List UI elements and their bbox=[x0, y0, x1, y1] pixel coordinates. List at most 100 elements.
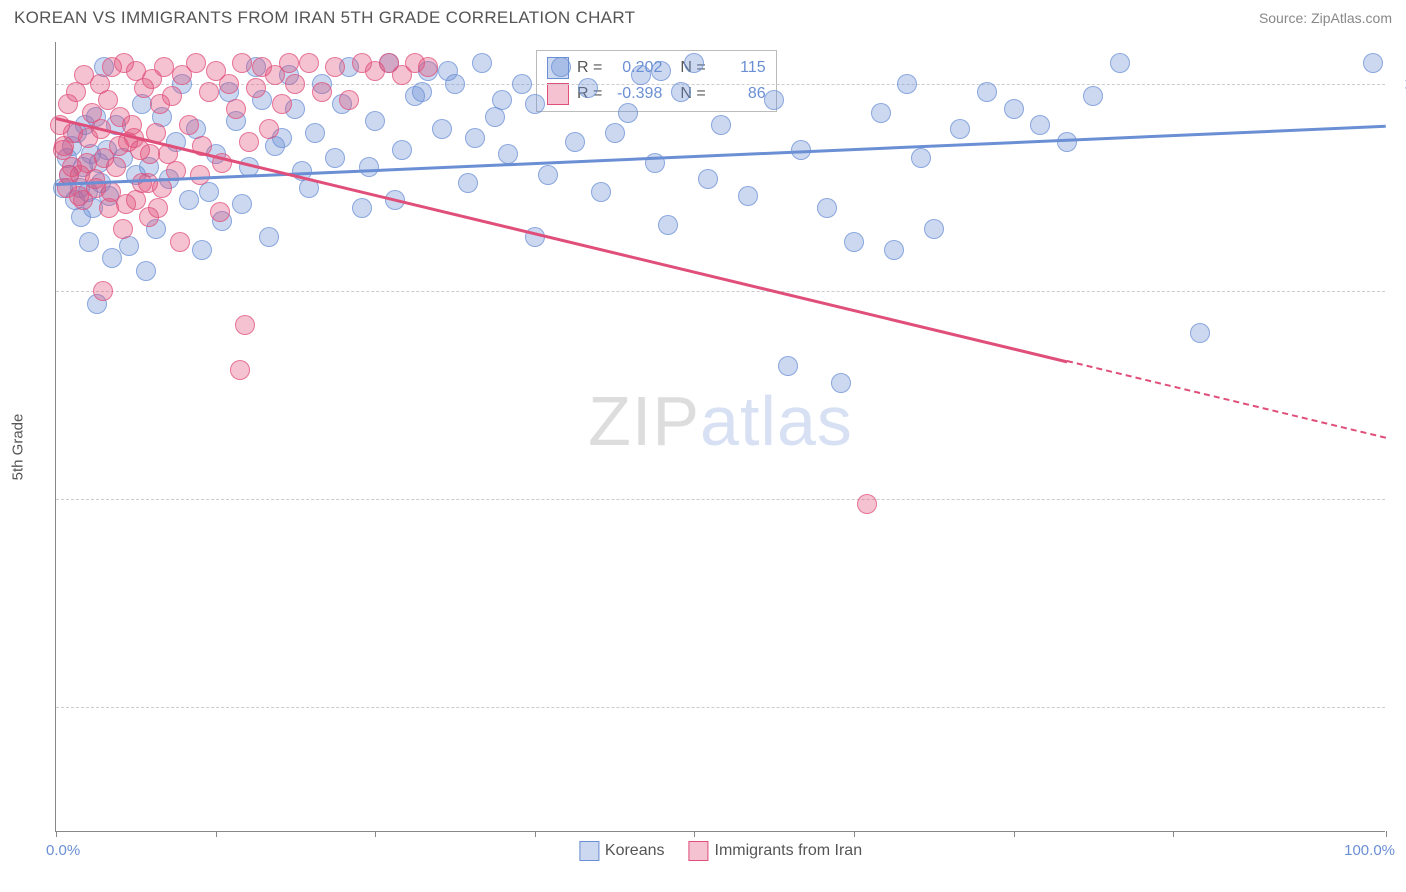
scatter-marker bbox=[93, 281, 113, 301]
scatter-marker bbox=[764, 90, 784, 110]
legend-swatch bbox=[547, 83, 569, 105]
scatter-marker bbox=[170, 232, 190, 252]
scatter-marker bbox=[162, 86, 182, 106]
scatter-marker bbox=[1004, 99, 1024, 119]
scatter-marker bbox=[884, 240, 904, 260]
scatter-marker bbox=[578, 78, 598, 98]
scatter-marker bbox=[186, 53, 206, 73]
scatter-marker bbox=[113, 219, 133, 239]
scatter-marker bbox=[1083, 86, 1103, 106]
watermark-atlas: atlas bbox=[700, 382, 853, 460]
scatter-marker bbox=[472, 53, 492, 73]
trendline bbox=[1067, 360, 1387, 439]
scatter-marker bbox=[140, 144, 160, 164]
gridline bbox=[56, 291, 1385, 292]
scatter-marker bbox=[538, 165, 558, 185]
scatter-marker bbox=[359, 157, 379, 177]
chart-container: 5th Grade ZIPatlas R =0.202N =115R =-0.3… bbox=[0, 32, 1406, 862]
scatter-marker bbox=[325, 57, 345, 77]
scatter-marker bbox=[671, 82, 691, 102]
scatter-marker bbox=[179, 115, 199, 135]
scatter-marker bbox=[285, 74, 305, 94]
stats-legend: R =0.202N =115R =-0.398N =86 bbox=[536, 50, 777, 112]
scatter-marker bbox=[871, 103, 891, 123]
scatter-marker bbox=[190, 165, 210, 185]
scatter-marker bbox=[192, 240, 212, 260]
scatter-marker bbox=[365, 111, 385, 131]
scatter-marker bbox=[498, 144, 518, 164]
scatter-marker bbox=[465, 128, 485, 148]
scatter-marker bbox=[817, 198, 837, 218]
scatter-marker bbox=[1363, 53, 1383, 73]
scatter-marker bbox=[79, 232, 99, 252]
scatter-marker bbox=[106, 157, 126, 177]
watermark-zip: ZIP bbox=[588, 382, 700, 460]
chart-header: KOREAN VS IMMIGRANTS FROM IRAN 5TH GRADE… bbox=[0, 0, 1406, 32]
scatter-marker bbox=[1057, 132, 1077, 152]
scatter-marker bbox=[438, 61, 458, 81]
chart-title: KOREAN VS IMMIGRANTS FROM IRAN 5TH GRADE… bbox=[14, 8, 635, 28]
scatter-marker bbox=[492, 90, 512, 110]
scatter-marker bbox=[305, 123, 325, 143]
legend-label: Koreans bbox=[605, 842, 665, 859]
scatter-marker bbox=[392, 140, 412, 160]
scatter-marker bbox=[631, 65, 651, 85]
xtick bbox=[1173, 831, 1174, 837]
scatter-marker bbox=[239, 132, 259, 152]
scatter-marker bbox=[1110, 53, 1130, 73]
scatter-marker bbox=[210, 202, 230, 222]
scatter-marker bbox=[831, 373, 851, 393]
scatter-marker bbox=[551, 57, 571, 77]
scatter-marker bbox=[63, 123, 83, 143]
ytick-label: 95.0% bbox=[1395, 283, 1406, 300]
scatter-marker bbox=[651, 61, 671, 81]
plot-area: ZIPatlas R =0.202N =115R =-0.398N =86 Ko… bbox=[55, 42, 1385, 832]
ytick-label: 85.0% bbox=[1395, 699, 1406, 716]
scatter-marker bbox=[844, 232, 864, 252]
gridline bbox=[56, 499, 1385, 500]
scatter-marker bbox=[259, 119, 279, 139]
bottom-legend: Koreans Immigrants from Iran bbox=[579, 841, 862, 861]
scatter-marker bbox=[418, 57, 438, 77]
scatter-marker bbox=[102, 248, 122, 268]
scatter-marker bbox=[897, 74, 917, 94]
scatter-marker bbox=[279, 53, 299, 73]
scatter-marker bbox=[232, 194, 252, 214]
scatter-marker bbox=[230, 360, 250, 380]
scatter-marker bbox=[698, 169, 718, 189]
scatter-marker bbox=[658, 215, 678, 235]
xtick bbox=[854, 831, 855, 837]
scatter-marker bbox=[226, 99, 246, 119]
scatter-marker bbox=[272, 94, 292, 114]
xtick bbox=[535, 831, 536, 837]
scatter-marker bbox=[219, 74, 239, 94]
legend-label: Immigrants from Iran bbox=[715, 842, 863, 859]
scatter-marker bbox=[432, 119, 452, 139]
ytick-label: 90.0% bbox=[1395, 491, 1406, 508]
scatter-marker bbox=[711, 115, 731, 135]
scatter-marker bbox=[116, 194, 136, 214]
scatter-marker bbox=[1030, 115, 1050, 135]
scatter-marker bbox=[684, 53, 704, 73]
scatter-marker bbox=[618, 103, 638, 123]
stats-r-label: R = bbox=[577, 59, 602, 77]
ytick-label: 100.0% bbox=[1395, 75, 1406, 92]
scatter-marker bbox=[565, 132, 585, 152]
xtick bbox=[375, 831, 376, 837]
scatter-marker bbox=[977, 82, 997, 102]
xtick bbox=[694, 831, 695, 837]
scatter-marker bbox=[512, 74, 532, 94]
scatter-marker bbox=[591, 182, 611, 202]
scatter-marker bbox=[179, 190, 199, 210]
scatter-marker bbox=[738, 186, 758, 206]
scatter-marker bbox=[199, 82, 219, 102]
scatter-marker bbox=[950, 119, 970, 139]
scatter-marker bbox=[136, 261, 156, 281]
scatter-marker bbox=[1190, 323, 1210, 343]
xaxis-label-right: 100.0% bbox=[1344, 842, 1395, 859]
xtick bbox=[1014, 831, 1015, 837]
gridline bbox=[56, 707, 1385, 708]
watermark: ZIPatlas bbox=[588, 381, 853, 461]
scatter-marker bbox=[69, 186, 89, 206]
scatter-marker bbox=[259, 227, 279, 247]
